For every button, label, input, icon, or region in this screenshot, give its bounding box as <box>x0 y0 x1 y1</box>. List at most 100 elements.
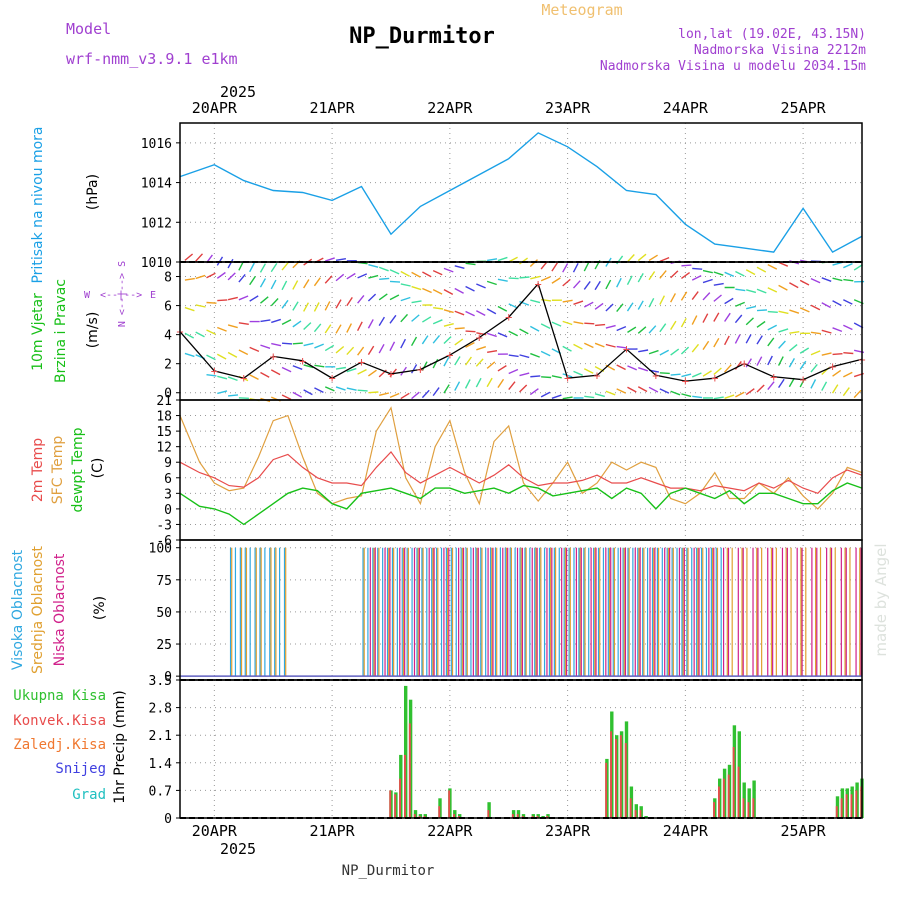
wind-arrow <box>583 368 594 374</box>
wind-arrow <box>249 295 259 302</box>
wind-arrow <box>724 271 735 277</box>
wind-arrow <box>259 263 267 273</box>
wind-arrow <box>843 262 853 269</box>
wind-arrow <box>368 391 379 394</box>
wind-arrow <box>767 337 775 347</box>
dewpt-line <box>179 482 863 526</box>
wind-arrow <box>691 343 700 353</box>
wind-arrow <box>659 372 670 375</box>
precip-conv-bar <box>458 816 460 818</box>
wind-arrow <box>238 295 249 301</box>
wind-arrow <box>832 327 843 333</box>
wind-arrow <box>486 377 493 388</box>
wind-arrow <box>389 341 396 352</box>
wind-arrow <box>206 354 216 361</box>
wind-arrow <box>217 390 228 395</box>
top-day-label: 20APR <box>192 99 238 117</box>
wind-arrow <box>691 315 698 325</box>
wind-arrow <box>519 276 530 279</box>
chart-title: NP_Durmitor <box>349 24 495 49</box>
pressure-panel <box>179 132 863 254</box>
wind-speed-marker: + <box>623 342 630 356</box>
precip-conv-bar <box>438 806 441 818</box>
precip-conv-bar <box>624 743 627 818</box>
wind-speed-marker: + <box>328 371 335 385</box>
wind-arrow <box>648 386 659 393</box>
wind-arrow <box>832 353 843 356</box>
wind-arrow <box>249 374 259 381</box>
wind-arrow <box>378 293 388 301</box>
cloud-unit: (%) <box>92 596 108 620</box>
wind-arrow <box>465 341 475 348</box>
wind-arrow <box>756 266 767 273</box>
wind-arrow <box>206 374 217 377</box>
wind-arrow <box>572 262 579 273</box>
precip-conv-bar <box>742 798 745 818</box>
wind-arrow <box>313 302 320 312</box>
y-tick-label: 100 <box>149 542 172 557</box>
wind-arrow <box>508 256 518 263</box>
wind-arrow <box>497 256 508 262</box>
sfc-temp-line <box>179 406 863 510</box>
wind-arrow <box>551 375 562 379</box>
wind-arrow <box>799 279 810 286</box>
wind-arrow <box>389 368 397 378</box>
wind-arrow <box>810 363 818 373</box>
bottom-day-label: 22APR <box>427 822 473 840</box>
wind-arrow <box>745 334 752 344</box>
precip-conv-bar <box>487 810 490 818</box>
temp-unit: (C) <box>90 458 106 479</box>
wind-arrow <box>314 343 324 349</box>
precip-conv-bar <box>737 766 740 818</box>
panel-frames <box>179 122 863 819</box>
precip-legend-total: Ukupna Kisa <box>13 688 106 704</box>
wind-arrow <box>616 325 627 332</box>
wind-arrow <box>335 324 342 334</box>
wind-speed-marker: + <box>652 368 659 382</box>
wind-arrow <box>400 270 410 277</box>
wind-arrow <box>184 332 195 339</box>
wind-arrow <box>346 297 353 307</box>
wind-arrow <box>196 383 204 388</box>
wind-arrow <box>432 319 443 325</box>
wind-arrow <box>735 270 745 277</box>
wind-arrow <box>681 373 692 378</box>
wind-arrow <box>594 342 605 348</box>
wind-arrow <box>486 332 497 338</box>
wind-arrow <box>583 342 594 349</box>
wind-arrow <box>367 293 377 302</box>
wind-arrow <box>702 278 713 284</box>
wind-arrow <box>227 351 238 358</box>
wind-arrow <box>843 352 854 355</box>
y-tick-label: 15 <box>156 425 172 440</box>
wind-arrow <box>443 309 454 314</box>
wind-arrow <box>551 321 562 327</box>
wind-arrow <box>843 324 853 331</box>
wind-speed-marker: + <box>682 374 689 388</box>
precip-conv-bar <box>404 754 406 818</box>
wind-arrow <box>540 350 551 357</box>
wind-arrow <box>562 263 569 273</box>
top-day-label: 21APR <box>310 99 356 117</box>
wind-arrow <box>832 277 843 282</box>
temp-label-dewpt: dewpt Temp <box>70 427 86 512</box>
compass-e: E <box>150 290 156 301</box>
precip-total-bar <box>516 810 521 818</box>
wind-arrow <box>756 335 763 345</box>
wind-arrow <box>303 302 310 312</box>
precip-conv-bar <box>845 794 848 818</box>
wind-arrow <box>260 371 270 378</box>
wind-arrow <box>680 317 687 328</box>
wind-arrow <box>778 310 789 315</box>
wind-arrow <box>271 318 282 324</box>
wind-arrow <box>519 384 528 393</box>
cloud-label-mid: Srednja Oblacnost <box>30 546 46 674</box>
wind-arrow <box>648 271 656 281</box>
wind-arrow <box>217 299 228 302</box>
wind-arrow <box>270 279 277 290</box>
wind-arrow <box>476 283 486 289</box>
wind-arrow <box>594 393 605 398</box>
wind-speed-marker: + <box>358 355 365 369</box>
wind-arrow <box>573 370 583 376</box>
wind-arrow <box>422 287 432 294</box>
